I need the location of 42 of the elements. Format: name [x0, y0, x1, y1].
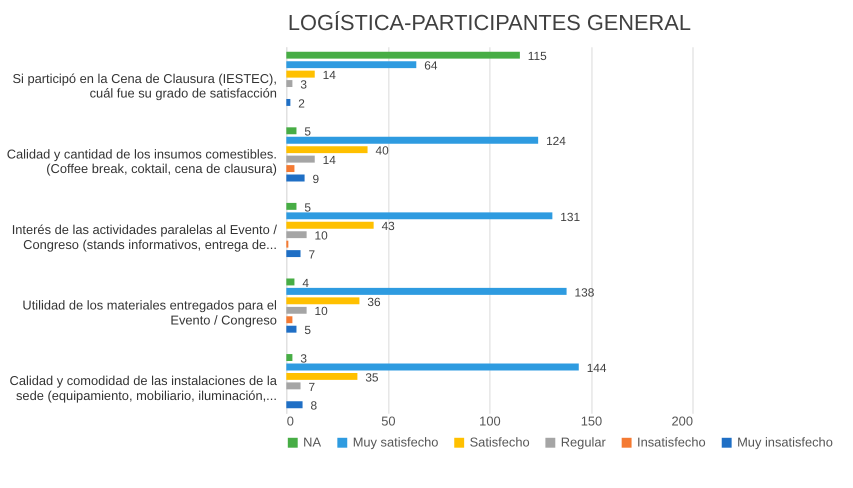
data-label: 64 [424, 58, 438, 73]
data-label: 8 [310, 398, 318, 413]
chart-title: LOGÍSTICA-PARTICIPANTES GENERAL [288, 10, 691, 35]
data-label: 115 [528, 49, 548, 64]
data-label: 10 [314, 228, 328, 243]
y-tick-label: Calidad y comodidad de las instalaciones de la sede (equipamiento, mobiliario, iluminación,... [10, 373, 278, 403]
x-tick-label: 100 [479, 414, 501, 429]
data-label: 138 [574, 285, 595, 300]
data-label: 9 [312, 172, 320, 186]
data-label: 5 [304, 124, 312, 139]
data-label: 2 [298, 96, 305, 110]
data-label: 40 [375, 144, 390, 158]
legend-label: Insatisfecho [637, 434, 706, 450]
data-label: 4 [302, 276, 310, 290]
data-label: 7 [308, 248, 316, 262]
legend-label: Regular [560, 434, 606, 450]
legend-label: Muy satisfecho [352, 434, 438, 450]
y-tick-label: Si participó en la Cena de Clausura (IESTEC), cuál fue su grado de satisfacción [12, 70, 277, 101]
data-label: 43 [382, 219, 396, 234]
data-label: 131 [560, 210, 581, 224]
data-label: 35 [365, 370, 379, 384]
legend-label: Satisfecho [470, 434, 530, 450]
x-tick-label: 0 [286, 414, 294, 429]
data-label: 14 [322, 153, 336, 168]
y-tick-label: Utilidad de los materiales entregados para el Evento / Congreso [22, 298, 277, 328]
legend-label: Muy insatisfecho [737, 434, 833, 450]
data-label: 14 [322, 68, 336, 82]
x-tick-label: 200 [672, 414, 693, 429]
data-label: 3 [300, 351, 308, 366]
data-label: 7 [308, 380, 316, 394]
data-label: 5 [304, 323, 312, 338]
data-label: 124 [546, 134, 566, 148]
legend-label: NA [303, 434, 322, 450]
data-label: 36 [367, 294, 381, 309]
y-tick-label: Calidad y cantidad de los insumos comestibles. (Coffee break, coktail, cena de clausura) [6, 146, 277, 176]
y-tick-label: Interés de las actividades paralelas al Evento / Congreso (stands informativos, entrega de... [12, 222, 278, 252]
x-tick-label: 150 [580, 414, 602, 429]
data-label: 10 [314, 304, 328, 318]
data-label: 3 [300, 78, 308, 92]
data-label: 5 [304, 200, 312, 214]
data-label: 144 [586, 360, 607, 375]
x-tick-label: 50 [381, 414, 396, 429]
